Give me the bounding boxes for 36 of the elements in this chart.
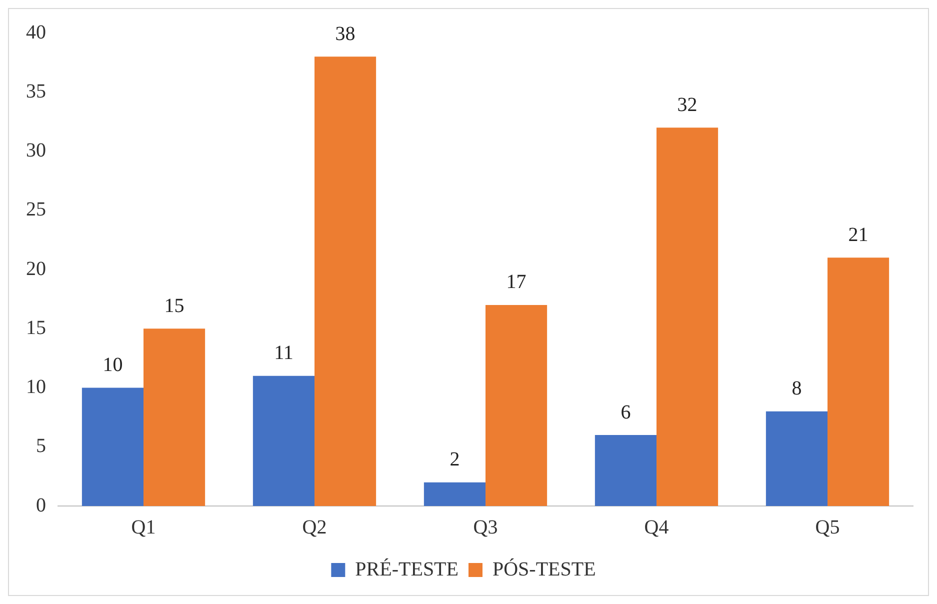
bar xyxy=(82,388,144,506)
bar xyxy=(424,482,486,506)
y-tick-label: 0 xyxy=(36,494,46,516)
y-tick-label: 5 xyxy=(36,435,46,458)
y-tick-label: 10 xyxy=(26,376,46,398)
legend-label: PÓS-TESTE xyxy=(492,557,596,580)
y-tick-label: 35 xyxy=(26,80,46,102)
bar xyxy=(828,258,890,506)
x-tick-label: Q4 xyxy=(644,516,669,538)
bar xyxy=(594,435,656,506)
data-label: 17 xyxy=(506,271,526,294)
legend-label: PRÉ-TESTE xyxy=(355,557,459,580)
y-tick-label: 30 xyxy=(26,140,46,162)
y-tick-label: 40 xyxy=(26,21,46,44)
x-tick-label: Q1 xyxy=(131,516,156,538)
y-tick-label: 15 xyxy=(26,316,46,339)
x-tick-label: Q5 xyxy=(815,516,840,538)
bar xyxy=(252,376,314,506)
data-label: 11 xyxy=(274,342,294,364)
data-label: 38 xyxy=(335,22,356,45)
data-label: 10 xyxy=(102,354,123,376)
x-tick-label: Q2 xyxy=(302,516,327,538)
bar xyxy=(486,304,548,506)
data-label: 8 xyxy=(792,378,802,400)
y-tick-label: 20 xyxy=(26,258,46,280)
bar xyxy=(314,56,376,506)
data-label: 6 xyxy=(620,401,631,424)
data-label: 21 xyxy=(848,224,868,246)
data-label: 2 xyxy=(450,448,460,471)
data-label: 32 xyxy=(677,94,698,116)
bar xyxy=(766,411,828,506)
bar xyxy=(144,328,206,506)
x-tick-label: Q3 xyxy=(473,516,498,538)
y-tick-label: 25 xyxy=(26,198,46,221)
bar xyxy=(656,128,718,506)
data-label: 15 xyxy=(164,294,184,317)
